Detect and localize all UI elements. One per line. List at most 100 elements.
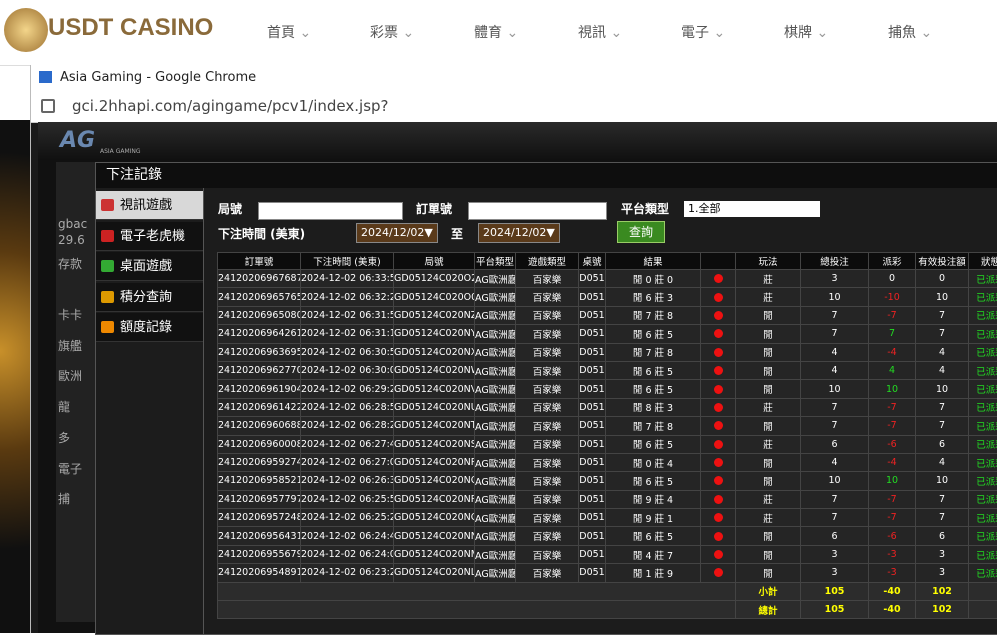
cell: 閒 — [736, 527, 801, 545]
video-icon[interactable] — [714, 550, 723, 559]
subtotal-value: 105 — [801, 582, 869, 600]
cell: AG歐洲廳 — [475, 527, 516, 545]
cell: 百家樂 — [516, 472, 579, 490]
menu-item[interactable]: 電子老虎機 — [96, 222, 203, 251]
video-cell — [701, 398, 736, 416]
video-icon[interactable] — [714, 329, 723, 338]
cell: 6 — [916, 435, 969, 453]
menu-item[interactable]: 視訊遊戲 — [96, 191, 203, 220]
url[interactable]: gci.2hhapi.com/agingame/pcv1/index.jsp? — [72, 97, 389, 115]
logo[interactable]: USDT CASINO — [48, 14, 213, 42]
menu-item[interactable]: 桌面遊戲 — [96, 252, 203, 281]
cell: 2024-12-02 06:28:24 — [301, 417, 394, 435]
video-icon[interactable] — [714, 366, 723, 375]
nav-item[interactable]: 棋牌 — [784, 22, 828, 42]
query-button[interactable]: 查詢 — [617, 221, 665, 243]
cell: 已派彩 — [969, 343, 997, 361]
video-icon[interactable] — [714, 274, 723, 283]
cell: 閒 7 莊 8 — [606, 417, 701, 435]
cell: 閒 — [736, 564, 801, 582]
cell: 10 — [801, 380, 869, 398]
video-icon[interactable] — [714, 311, 723, 320]
platform-select[interactable]: 1.全部 — [684, 201, 820, 217]
video-icon[interactable] — [714, 293, 723, 302]
cell: 7 — [801, 490, 869, 508]
round-input[interactable] — [258, 202, 403, 220]
cell: 閒 6 莊 5 — [606, 435, 701, 453]
cell: 7 — [916, 509, 969, 527]
cell: 閒 6 莊 5 — [606, 472, 701, 490]
nav-item[interactable]: 體育 — [474, 22, 518, 42]
cell: D051 — [579, 306, 606, 324]
nav-item[interactable]: 電子 — [681, 22, 725, 42]
nav-item[interactable]: 視訊 — [578, 22, 622, 42]
cell: 已派彩 — [969, 435, 997, 453]
column-header: 局號 — [394, 253, 475, 270]
video-icon[interactable] — [714, 385, 723, 394]
platform-label: 平台類型 — [621, 200, 669, 217]
lock-icon — [41, 99, 55, 113]
cell: 閒 — [736, 325, 801, 343]
cell: -4 — [869, 453, 916, 471]
cell: 2024-12-02 06:33:58 — [301, 270, 394, 288]
cell: 百家樂 — [516, 270, 579, 288]
video-icon[interactable] — [714, 495, 723, 504]
menu-item[interactable]: 積分查詢 — [96, 283, 203, 312]
cell: 3 — [801, 270, 869, 288]
cell: 7 — [801, 509, 869, 527]
date-to[interactable]: 2024/12/02 — [478, 223, 560, 243]
cell: 閒 — [736, 453, 801, 471]
cell: 百家樂 — [516, 545, 579, 563]
nav-item[interactable]: 彩票 — [370, 22, 414, 42]
cell: 7 — [801, 325, 869, 343]
menu-icon — [101, 230, 114, 242]
video-icon[interactable] — [714, 532, 723, 541]
cell: 閒 — [736, 343, 801, 361]
video-icon[interactable] — [714, 458, 723, 467]
cell: 閒 6 莊 5 — [606, 527, 701, 545]
address-bar: gci.2hhapi.com/agingame/pcv1/index.jsp? — [31, 90, 997, 123]
column-header: 平台類型 — [475, 253, 516, 270]
cell: 2024-12-02 06:24:44 — [301, 527, 394, 545]
side-panel — [56, 162, 96, 622]
cell: AG歐洲廳 — [475, 398, 516, 416]
column-header: 桌號 — [579, 253, 606, 270]
video-icon[interactable] — [714, 476, 723, 485]
cell: 閒 0 莊 4 — [606, 453, 701, 471]
order-input[interactable] — [468, 202, 607, 220]
nav-item[interactable]: 首頁 — [267, 22, 311, 42]
cell: 莊 — [736, 509, 801, 527]
cell: 4 — [801, 343, 869, 361]
cell: 241202069548918 — [218, 564, 301, 582]
title-bar: Asia Gaming - Google Chrome — [31, 65, 997, 90]
video-cell — [701, 380, 736, 398]
ag-header: AG ASIA GAMING — [38, 122, 997, 160]
cell: 莊 — [736, 398, 801, 416]
cell: -6 — [869, 435, 916, 453]
video-cell — [701, 270, 736, 288]
cell: 百家樂 — [516, 509, 579, 527]
video-icon[interactable] — [714, 348, 723, 357]
cell: GD05124C020NQ — [394, 472, 475, 490]
cell: -7 — [869, 509, 916, 527]
cell: 已派彩 — [969, 453, 997, 471]
cell: 已派彩 — [969, 490, 997, 508]
date-from[interactable]: 2024/12/02 — [356, 223, 438, 243]
nav-item[interactable]: 捕魚 — [888, 22, 932, 42]
video-icon[interactable] — [714, 421, 723, 430]
video-icon[interactable] — [714, 568, 723, 577]
video-icon[interactable] — [714, 403, 723, 412]
cell: 2024-12-02 06:27:47 — [301, 435, 394, 453]
side-label: 多 — [58, 429, 70, 446]
menu-item[interactable]: 額度記錄 — [96, 313, 203, 342]
video-icon[interactable] — [714, 513, 723, 522]
cell: 百家樂 — [516, 361, 579, 379]
cell: 6 — [916, 527, 969, 545]
cell: 3 — [801, 564, 869, 582]
cell: -10 — [869, 288, 916, 306]
video-icon[interactable] — [714, 440, 723, 449]
